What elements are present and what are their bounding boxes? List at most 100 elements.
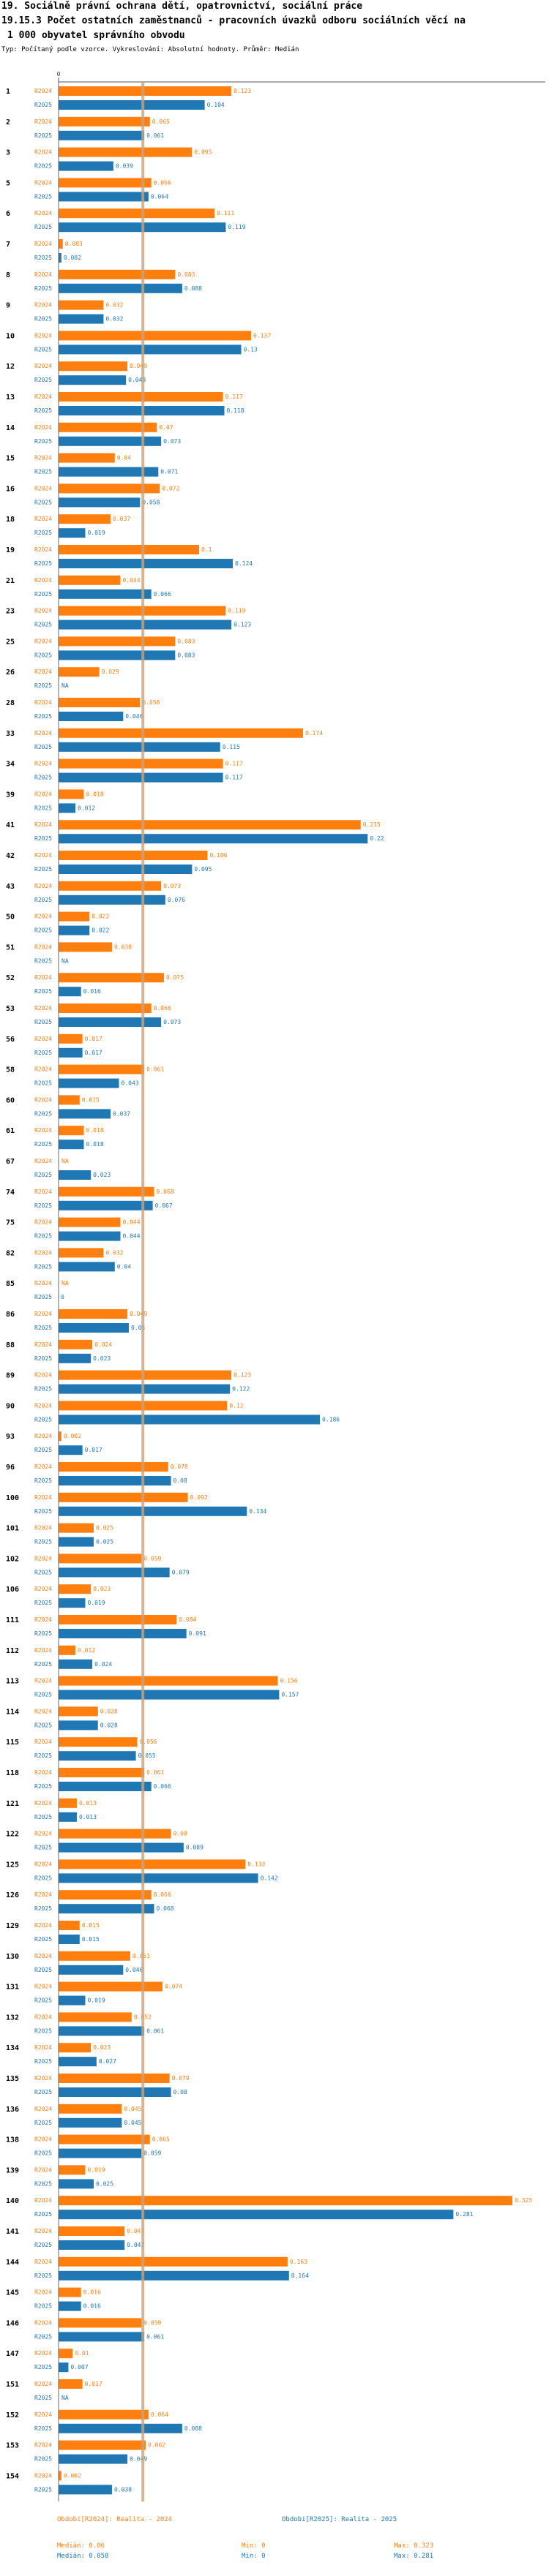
value-label: 0.05 (131, 1325, 145, 1331)
series-label: R2024 (34, 914, 52, 920)
bar (59, 1415, 321, 1425)
value-label: 0.039 (116, 163, 133, 170)
bar (59, 2270, 289, 2281)
value-label: 0.073 (163, 1019, 181, 1025)
category-label: 75 (6, 1219, 15, 1227)
category-label: 8 (6, 271, 10, 279)
legend-r2025-max: Max: 0.281 (394, 2553, 434, 2560)
bar (59, 1492, 188, 1502)
value-label: 0.156 (280, 1678, 297, 1684)
bar (59, 728, 303, 738)
value-label: 0.024 (94, 1341, 112, 1348)
series-label: R2025 (34, 2211, 52, 2218)
category-label: 61 (6, 1127, 15, 1135)
series-label: R2024 (34, 669, 52, 675)
series-label: R2025 (34, 1477, 52, 1484)
value-label: 0.073 (163, 883, 181, 889)
category-label: 114 (6, 1708, 19, 1716)
bar (59, 619, 232, 630)
legend-r2025-median: Medián: 0.058 (57, 2553, 109, 2560)
category-label: 58 (6, 1066, 15, 1074)
value-label: 0.122 (232, 1386, 250, 1393)
bar (59, 1676, 278, 1686)
series-label: R2025 (34, 1050, 52, 1056)
value-label: NA (61, 1158, 69, 1164)
category-label: 21 (6, 577, 15, 585)
series-label: R2024 (34, 1769, 52, 1776)
value-label: 0.12 (229, 1402, 243, 1409)
value-label: 0.088 (184, 285, 202, 292)
value-label: 0.032 (105, 302, 123, 309)
chart-title-line-2: 19.15.3 Počet ostatních zaměstnanců - pr… (1, 15, 466, 26)
series-label: R2025 (34, 2242, 52, 2248)
value-label: 0.047 (127, 2228, 144, 2234)
value-label: 0.22 (370, 835, 384, 842)
series-label: R2025 (34, 1997, 52, 2004)
series-label: R2024 (34, 2166, 52, 2173)
series-label: R2024 (34, 1341, 52, 1348)
value-label: 0.137 (253, 332, 271, 339)
bar (59, 1047, 83, 1058)
value-label: 0.058 (142, 699, 160, 706)
category-label: 1 (6, 88, 10, 96)
value-label: 0.023 (93, 2044, 111, 2051)
bar (59, 161, 113, 171)
value-label: 0.123 (234, 622, 251, 628)
series-label: R2025 (34, 1325, 52, 1331)
bar (59, 2026, 145, 2036)
bar (59, 1003, 152, 1013)
series-label: R2025 (34, 2425, 52, 2432)
bar (59, 467, 159, 477)
value-label: 0.019 (87, 1600, 105, 1606)
value-label: 0.076 (168, 897, 185, 903)
value-label: 0.002 (64, 1433, 81, 1439)
bar (59, 331, 251, 341)
series-label: R2024 (34, 118, 52, 125)
series-label: R2024 (34, 455, 52, 462)
value-label: NA (61, 1280, 69, 1287)
category-label: 89 (6, 1372, 15, 1380)
bar (59, 2349, 73, 2359)
bar (59, 1095, 80, 1105)
value-label: 0.124 (235, 560, 253, 567)
bar (59, 2301, 81, 2311)
series-label: R2025 (34, 2089, 52, 2095)
value-label: 0.015 (82, 1922, 100, 1929)
value-label: 0.067 (155, 1202, 173, 1209)
series-label: R2024 (34, 1433, 52, 1439)
value-label: 0.061 (146, 2027, 164, 2034)
series-label: R2025 (34, 1630, 52, 1637)
series-label: R2024 (34, 1984, 52, 1990)
category-label: 88 (6, 1341, 15, 1349)
category-label: 53 (6, 1005, 15, 1013)
series-label: R2025 (34, 835, 52, 842)
category-label: 52 (6, 974, 15, 982)
series-label: R2025 (34, 682, 52, 689)
value-label: 0.079 (172, 2075, 190, 2082)
series-label: R2024 (34, 1158, 52, 1164)
series-label: R2025 (34, 530, 52, 536)
bar (59, 1506, 247, 1516)
series-label: R2024 (34, 2411, 52, 2418)
value-label: 0.038 (114, 2486, 132, 2493)
series-label: R2024 (34, 699, 52, 706)
value-label: 0.062 (148, 2442, 165, 2449)
bar (59, 1126, 84, 1136)
series-label: R2025 (34, 1110, 52, 1117)
series-label: R2024 (34, 974, 52, 981)
value-label: 0.018 (86, 1127, 104, 1134)
bar (59, 283, 182, 293)
value-label: 0.092 (190, 1494, 208, 1501)
bar (59, 2440, 146, 2450)
chart-subtitle: Typ: Počítaný podle vzorce. Vykreslování… (1, 46, 299, 53)
category-label: 151 (6, 2381, 19, 2389)
value-label: 0.115 (223, 744, 240, 750)
bar (59, 436, 162, 446)
bar (59, 239, 63, 249)
bar (59, 1842, 184, 1853)
bar (59, 1921, 80, 1930)
value-label: 0.038 (114, 944, 132, 950)
value-label: 0.068 (157, 1189, 174, 1195)
series-label: R2025 (34, 1416, 52, 1423)
bar (59, 834, 368, 844)
